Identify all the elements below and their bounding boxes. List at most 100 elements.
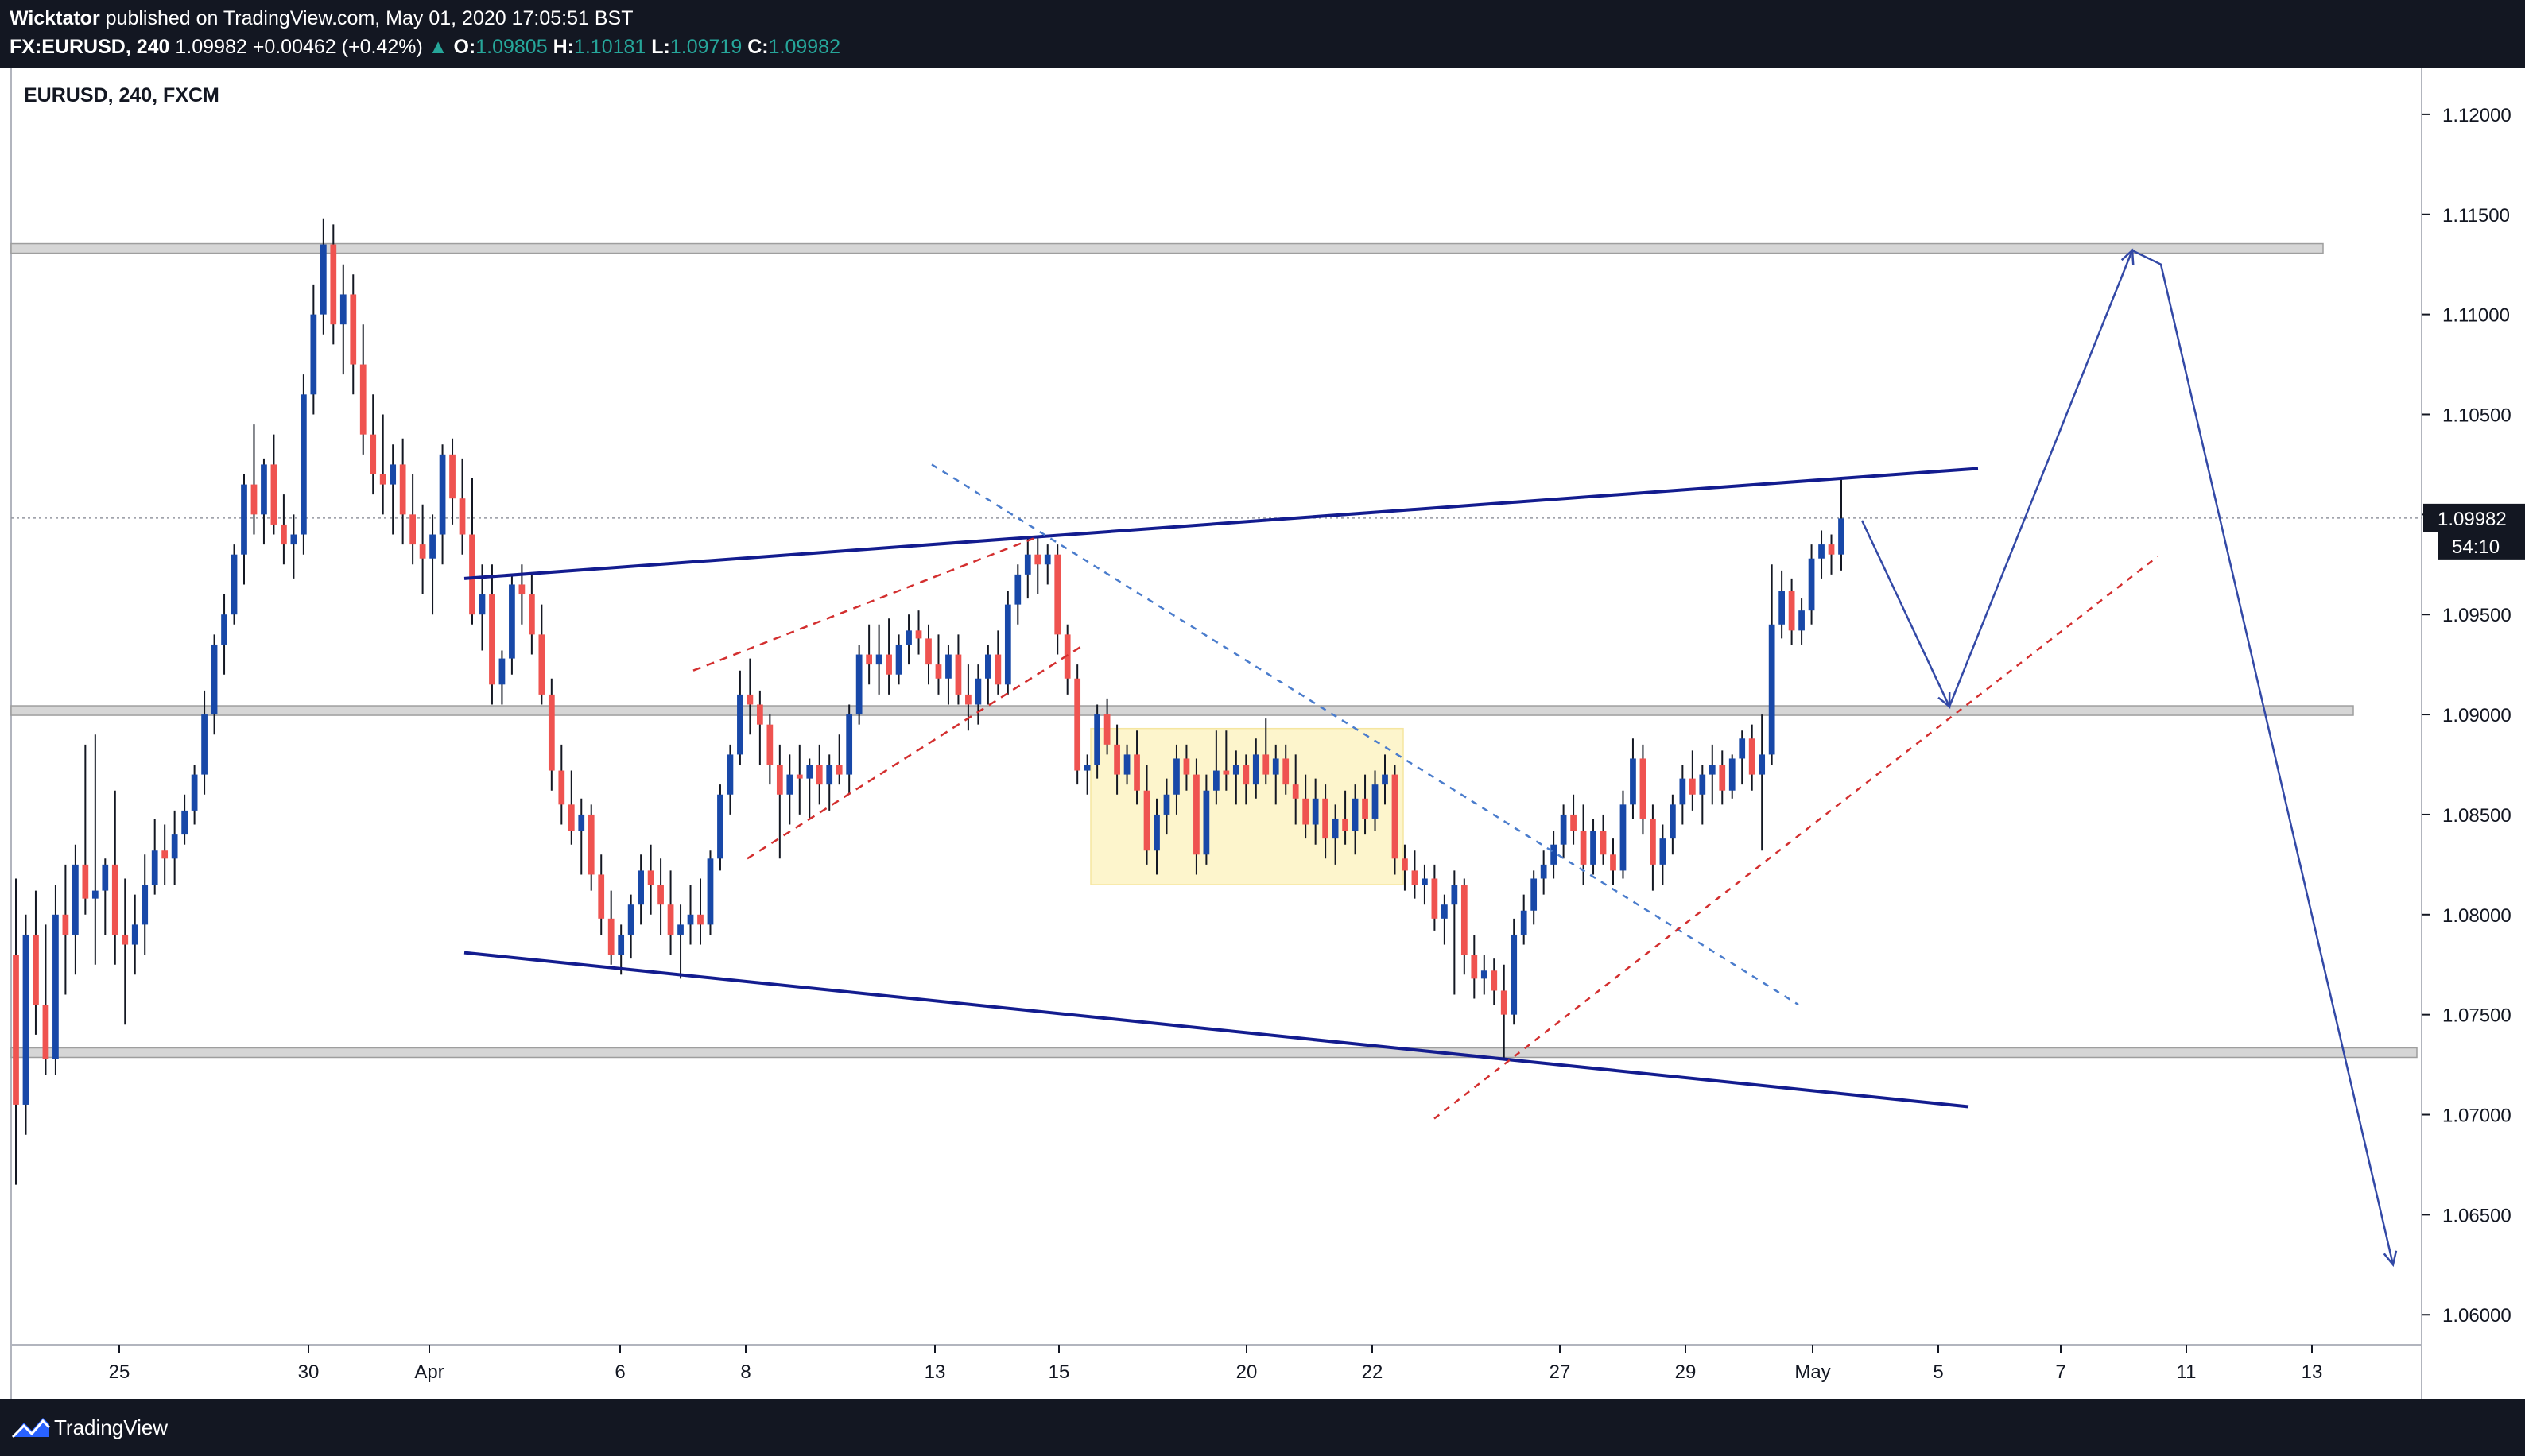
candle-down [925, 638, 932, 665]
candle-down [1411, 870, 1418, 885]
candle-up [1232, 765, 1239, 775]
y-tick-label: 1.06000 [2442, 1305, 2511, 1326]
high-value: 1.10181 [573, 36, 646, 58]
last-price: 1.09982 [175, 36, 247, 58]
candle-up [1511, 934, 1518, 1015]
candle-up [1441, 904, 1448, 919]
candle-up [1213, 770, 1220, 791]
candle-down [469, 534, 475, 615]
candle-up [509, 584, 515, 659]
footer-bar: TradingView [0, 1399, 2525, 1456]
consolidation-box[interactable] [1090, 727, 1404, 885]
close-label: C: [747, 36, 769, 58]
candle-down [1491, 970, 1498, 991]
x-tick-label: 8 [740, 1361, 751, 1383]
consolidation-zone[interactable] [1090, 727, 1404, 885]
candle-up [1759, 754, 1766, 775]
candle-down [1322, 798, 1328, 839]
brand-name[interactable]: TradingView [54, 1415, 169, 1439]
candle-down [1183, 758, 1190, 775]
candle-down [836, 765, 843, 775]
upper-trendline[interactable] [463, 467, 1979, 580]
candle-down [518, 584, 526, 595]
close-value: 1.09982 [768, 36, 840, 58]
sr-zone-band [10, 705, 2354, 716]
candle-down [935, 664, 942, 679]
y-tick-label: 1.07000 [2442, 1106, 2511, 1127]
candle-up [339, 294, 347, 325]
candle-up [1084, 765, 1091, 771]
x-axis: 25 30 Apr 6 8 13 15 20 22 27 29 May 5 7 11 13 [109, 1345, 2323, 1383]
candle-up [390, 464, 397, 485]
candle-down [667, 904, 674, 935]
candle-up [151, 850, 158, 885]
candle-up [1480, 970, 1487, 979]
y-tick-label: 1.10500 [2442, 405, 2511, 426]
candle-down [350, 294, 357, 365]
candle-down [647, 870, 654, 885]
candle-up [320, 244, 327, 315]
candle-down [1054, 554, 1061, 635]
candle-down [1064, 634, 1071, 679]
low-label: L: [651, 36, 670, 58]
candle-up [895, 644, 902, 675]
candle-up [1630, 758, 1636, 805]
y-tick-label: 1.09500 [2442, 605, 2511, 626]
candle-up [1768, 624, 1775, 755]
candle-down [588, 814, 595, 875]
candle-down [1262, 754, 1270, 775]
sr-zone-band [10, 1047, 2418, 1059]
candle-up [171, 834, 178, 859]
descending-trendline[interactable] [931, 463, 1799, 1006]
candle-down [419, 544, 426, 559]
candle-up [479, 594, 486, 615]
candle-down [33, 934, 39, 1005]
candle-down [1292, 784, 1299, 799]
candle-down [598, 874, 605, 919]
publish-info: published on TradingView.com, May 01, 20… [99, 7, 634, 29]
candle-up [290, 534, 297, 545]
author-name[interactable]: Wicktator [10, 7, 100, 29]
candle-down [886, 654, 892, 675]
candle-down [1103, 714, 1111, 745]
wedge-upper-line[interactable] [692, 537, 1034, 672]
candle-down [607, 918, 615, 955]
candle-up [1520, 910, 1527, 935]
y-tick-label: 1.08500 [2442, 805, 2511, 827]
sr-zones [10, 242, 2422, 1059]
candle-down [1610, 854, 1616, 871]
price-chart[interactable]: EURUSD, 240, FXCM 1.12000 1.11500 1.11000 1… [0, 68, 2525, 1399]
tradingview-logo-icon[interactable] [11, 1415, 51, 1440]
candle-down [1114, 744, 1120, 775]
candle-down [1719, 765, 1726, 791]
candle-up [1739, 738, 1746, 759]
y-tick-label: 1.06500 [2442, 1205, 2511, 1226]
x-tick-label: 13 [2302, 1361, 2323, 1383]
countdown-badge [2438, 532, 2525, 560]
current-price-label: 1.09982 [2438, 509, 2507, 530]
price-badges: 1.09982 54:10 [2423, 503, 2525, 560]
candle-down [281, 524, 287, 545]
candle-up [1123, 754, 1131, 775]
wedge-lower-line[interactable] [747, 643, 1085, 860]
rising-support-line[interactable] [1433, 556, 2158, 1120]
y-tick-label: 1.11500 [2442, 205, 2510, 227]
candle-up [191, 774, 198, 811]
candle-up [1670, 804, 1676, 839]
candle-down [122, 934, 129, 945]
candle-down [1639, 758, 1646, 819]
candle-up [301, 394, 307, 535]
candle-down [1034, 554, 1041, 565]
candle-down [1143, 790, 1150, 851]
x-tick-label: 11 [2177, 1361, 2197, 1383]
drawings[interactable] [463, 248, 2398, 1268]
x-tick-label: 29 [1675, 1361, 1697, 1383]
lower-trendline[interactable] [463, 951, 1969, 1109]
candle-up [975, 678, 982, 705]
candle-up [1679, 778, 1686, 805]
candle-up [52, 914, 59, 1059]
candle-up [717, 794, 723, 859]
candles [13, 218, 1844, 1185]
candle-up [261, 464, 267, 515]
candle-down [1570, 814, 1577, 831]
